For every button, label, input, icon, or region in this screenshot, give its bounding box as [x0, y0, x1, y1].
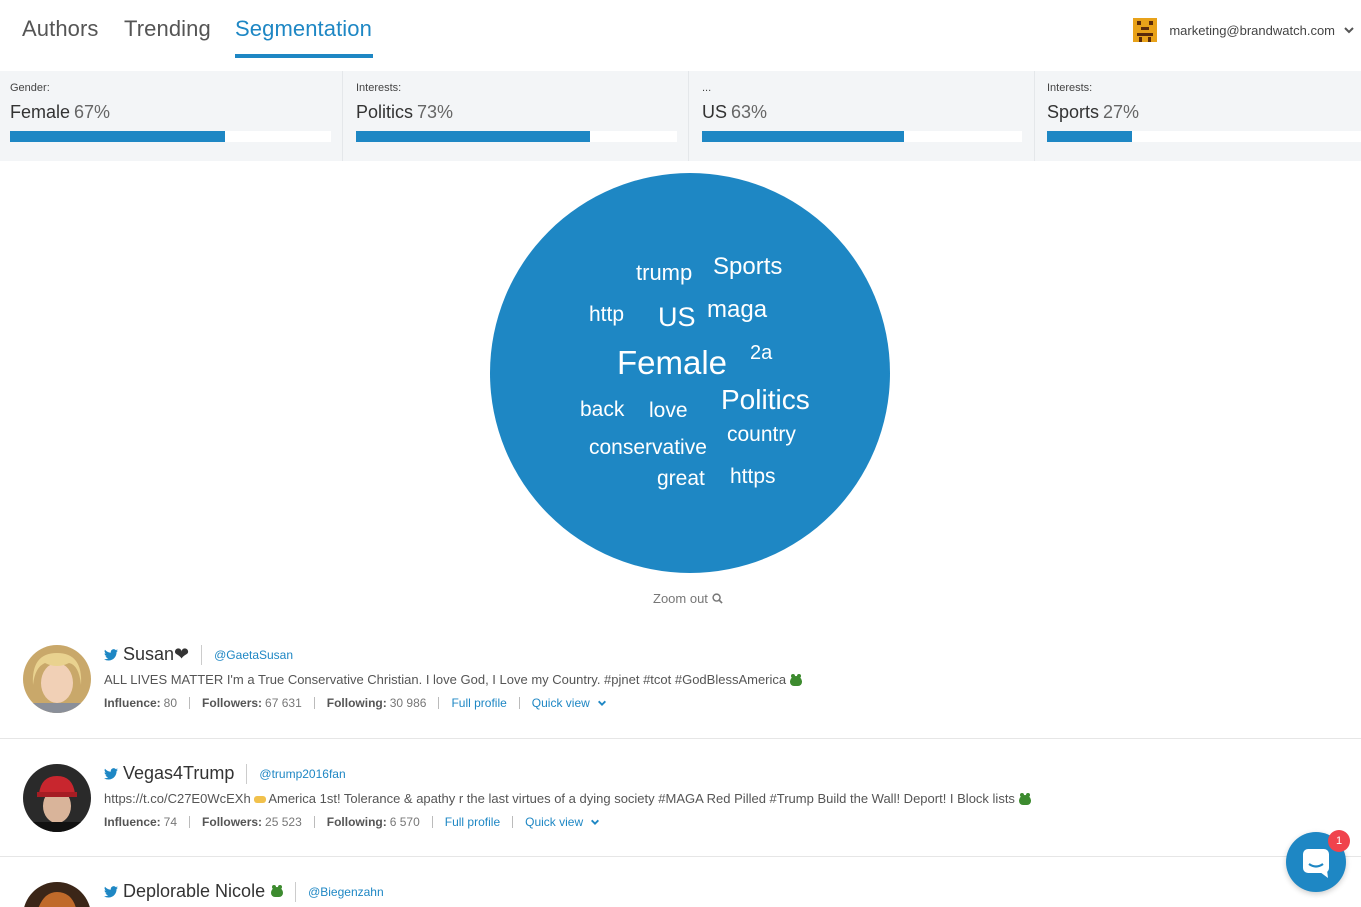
divider	[0, 738, 1361, 739]
full-profile-link[interactable]: Full profile	[451, 696, 507, 710]
author-name[interactable]: Deplorable Nicole	[123, 881, 266, 901]
segment-progress	[10, 131, 331, 142]
following-value: 30 986	[389, 696, 427, 710]
divider	[201, 644, 203, 665]
cloud-word[interactable]: country	[727, 423, 796, 446]
cloud-word[interactable]: https	[730, 465, 776, 488]
frog-emoji-icon	[1018, 792, 1031, 805]
cloud-word[interactable]: Politics	[721, 384, 810, 415]
frog-emoji-icon	[790, 673, 803, 686]
active-tab-indicator	[235, 54, 373, 58]
following-label: Following:	[326, 696, 387, 710]
tab-trending[interactable]: Trending	[124, 16, 211, 41]
top-nav: Authors Trending Segmentation marketing@…	[0, 0, 1361, 71]
segment-value: US 63%	[702, 102, 768, 122]
cloud-word[interactable]: conservative	[589, 436, 707, 459]
segment-label: Interests:	[356, 82, 402, 94]
author-bio: https://t.co/C27E0WcEXh America 1st! Tol…	[104, 791, 1031, 806]
user-menu[interactable]: marketing@brandwatch.com	[1133, 17, 1355, 43]
cloud-word[interactable]: love	[649, 399, 688, 422]
followers-value: 25 523	[265, 815, 302, 829]
divider	[0, 856, 1361, 857]
quick-view-toggle[interactable]: Quick view	[532, 696, 607, 710]
influence-label: Influence:	[104, 815, 161, 829]
influence-label: Influence:	[104, 696, 161, 710]
author-avatar[interactable]	[23, 645, 91, 713]
tab-segmentation[interactable]: Segmentation	[235, 16, 372, 41]
full-profile-link[interactable]: Full profile	[444, 815, 501, 829]
author-row: Susan❤ @GaetaSusan ALL LIVES MATTER I'm …	[0, 630, 1361, 738]
cloud-word[interactable]: maga	[707, 296, 768, 323]
author-avatar[interactable]	[23, 764, 91, 832]
chevron-down-icon	[1344, 27, 1354, 34]
influence-value: 80	[163, 696, 178, 710]
cloud-word[interactable]: Female	[617, 344, 728, 381]
frog-emoji-icon	[271, 884, 284, 897]
cloud-word[interactable]: back	[580, 398, 625, 421]
cloud-word[interactable]: trump	[636, 260, 693, 285]
author-avatar[interactable]	[23, 882, 91, 907]
segment-bubble[interactable]: trump Sports http US maga Female 2a back…	[490, 173, 890, 573]
segment-label: Interests:	[1047, 82, 1093, 94]
following-label: Following:	[326, 815, 387, 829]
segment-card-gender[interactable]: Gender: Female 67%	[0, 71, 343, 161]
author-stats: Influence: 80 Followers: 67 631 Following:…	[104, 696, 607, 710]
segment-label: Gender:	[10, 82, 50, 94]
chevron-down-icon	[591, 819, 600, 825]
following-value: 6 570	[389, 815, 420, 829]
segment-card-sports[interactable]: Interests: Sports 27%	[1037, 71, 1361, 161]
user-email: marketing@brandwatch.com	[1169, 22, 1335, 38]
segment-filters: Gender: Female 67% Interests: Politics 73%…	[0, 71, 1361, 161]
author-stats: Influence: 74 Followers: 25 523 Following:…	[104, 815, 600, 829]
bio-link[interactable]: https://t.co/C27E0WcEXh	[104, 791, 251, 806]
cloud-word[interactable]: Sports	[713, 253, 783, 280]
segment-progress	[356, 131, 677, 142]
twitter-icon	[104, 885, 118, 898]
segment-progress	[1047, 131, 1361, 142]
twitter-icon	[104, 648, 118, 661]
zoom-out-label: Zoom out	[653, 591, 708, 606]
notification-badge: 1	[1328, 830, 1350, 852]
author-row: Vegas4Trump @trump2016fan https://t.co/C…	[0, 749, 1361, 857]
author-handle[interactable]: @Biegenzahn	[308, 884, 384, 899]
tab-authors[interactable]: Authors	[22, 16, 99, 41]
author-bio: ALL LIVES MATTER I'm a True Conservative…	[104, 672, 803, 687]
segment-value: Female 67%	[10, 102, 111, 122]
pointing-hand-emoji-icon	[254, 796, 267, 804]
segment-label: ...	[702, 82, 712, 94]
segment-value: Sports 27%	[1047, 102, 1140, 122]
followers-value: 67 631	[265, 696, 302, 710]
quick-view-toggle[interactable]: Quick view	[525, 815, 600, 829]
segment-value: Politics 73%	[356, 102, 454, 122]
cloud-word[interactable]: great	[657, 467, 705, 490]
author-handle[interactable]: @GaetaSusan	[214, 647, 294, 662]
author-row: Deplorable Nicole @Biegenzahn	[0, 868, 1361, 907]
divider	[295, 881, 297, 902]
segment-card-us[interactable]: ... US 63%	[692, 71, 1035, 161]
search-icon	[711, 593, 723, 604]
segment-progress	[702, 131, 1022, 142]
cloud-word[interactable]: http	[589, 303, 625, 326]
zoom-out-button[interactable]: Zoom out	[653, 591, 723, 606]
segment-progress-fill	[702, 131, 904, 142]
influence-value: 74	[163, 815, 178, 829]
segment-progress-fill	[10, 131, 226, 142]
segment-progress-fill	[1047, 131, 1132, 142]
chevron-down-icon	[598, 700, 607, 706]
divider	[246, 763, 248, 784]
author-name[interactable]: Susan❤	[123, 644, 190, 664]
segment-card-politics[interactable]: Interests: Politics 73%	[346, 71, 689, 161]
author-name[interactable]: Vegas4Trump	[123, 763, 235, 783]
followers-label: Followers:	[202, 815, 263, 829]
segment-progress-fill	[356, 131, 591, 142]
cloud-word[interactable]: 2a	[750, 342, 773, 364]
cloud-word[interactable]: US	[658, 302, 696, 332]
chat-icon	[1303, 849, 1329, 878]
twitter-icon	[104, 767, 118, 780]
followers-label: Followers:	[202, 696, 263, 710]
author-handle[interactable]: @trump2016fan	[259, 766, 346, 781]
user-avatar	[1133, 18, 1158, 42]
